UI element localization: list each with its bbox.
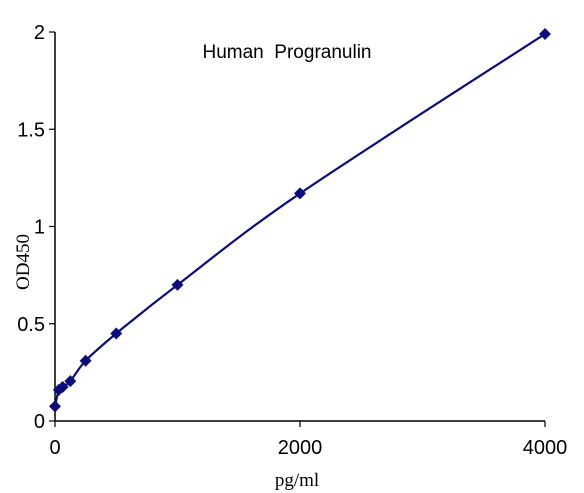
y-tick-label: 1 — [34, 217, 45, 239]
data-point — [49, 400, 61, 413]
chart-title: Human Progranulin — [203, 42, 372, 63]
x-axis-title: pg/ml — [275, 470, 319, 491]
data-point — [79, 354, 92, 367]
series-line — [53, 33, 546, 407]
y-tick-label: 0 — [34, 411, 45, 433]
data-point — [171, 278, 184, 291]
data-point — [64, 375, 77, 388]
data-point — [294, 187, 306, 200]
x-tick-label: 2000 — [278, 437, 323, 459]
x-tick-label: 0 — [49, 437, 60, 459]
data-point — [56, 380, 69, 393]
y-tick-label: 0.5 — [17, 314, 45, 336]
data-point — [539, 27, 551, 40]
y-tick-label: 2 — [34, 22, 45, 44]
data-point — [110, 327, 123, 340]
y-tick-label: 1.5 — [17, 119, 45, 141]
ticks — [49, 31, 546, 427]
axes — [54, 32, 545, 422]
y-axis-title: OD450 — [13, 234, 34, 290]
tick-labels: 0 0.5 1 1.5 2 0 2000 4000 — [17, 22, 567, 459]
series-points — [49, 27, 551, 413]
x-tick-label: 4000 — [523, 437, 568, 459]
